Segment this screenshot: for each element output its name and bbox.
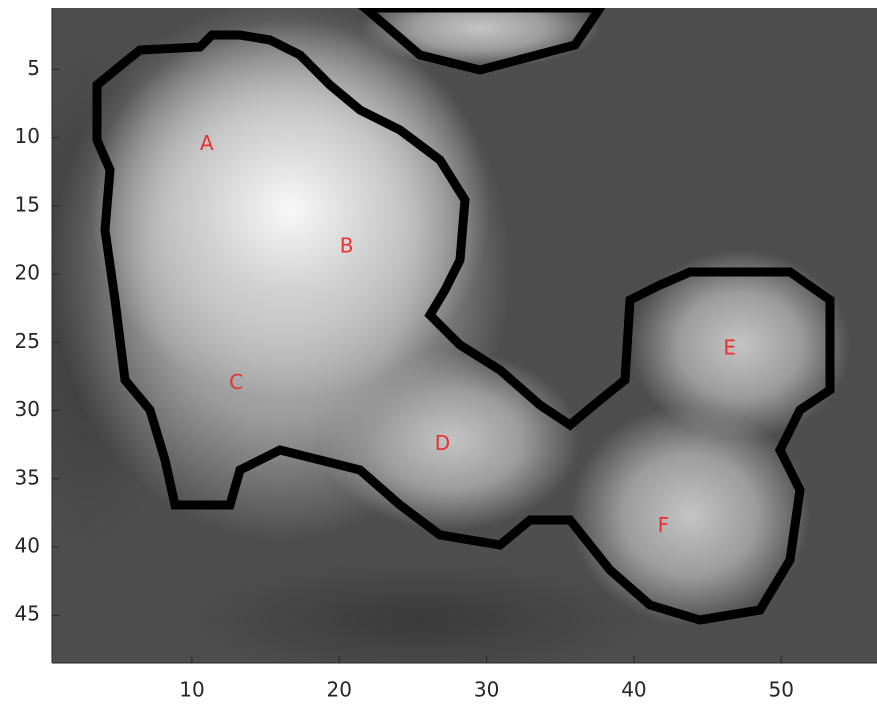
annotation: A — [200, 131, 214, 155]
y-tick-label: 35 — [15, 465, 40, 489]
x-tick-label: 50 — [769, 678, 794, 702]
annotation: F — [658, 513, 670, 537]
blob — [90, 20, 490, 400]
shade — [180, 560, 660, 680]
page: {"chart_data": { "type": "image", "xlim"… — [0, 0, 877, 709]
y-tick-label: 45 — [15, 602, 40, 626]
y-tick-label: 20 — [15, 261, 40, 285]
annotation: E — [723, 336, 736, 360]
x-tick-label: 30 — [474, 678, 499, 702]
y-tick-label: 5 — [27, 56, 40, 80]
annotation: D — [435, 431, 450, 455]
x-tick-label: 40 — [621, 678, 646, 702]
chart: 5 10 15 20 25 30 35 40 45 10 20 30 40 50 A B C D E F — [0, 0, 877, 709]
y-tick-label: 40 — [15, 534, 40, 558]
y-tick-label: 30 — [15, 397, 40, 421]
annotation: B — [340, 233, 354, 257]
y-tick-label: 10 — [15, 124, 40, 148]
y-tick-label: 15 — [15, 192, 40, 216]
y-tick-label: 25 — [15, 329, 40, 353]
x-tick-label: 20 — [327, 678, 352, 702]
annotation: C — [229, 370, 243, 394]
x-tick-label: 10 — [179, 678, 204, 702]
image — [0, 0, 877, 680]
